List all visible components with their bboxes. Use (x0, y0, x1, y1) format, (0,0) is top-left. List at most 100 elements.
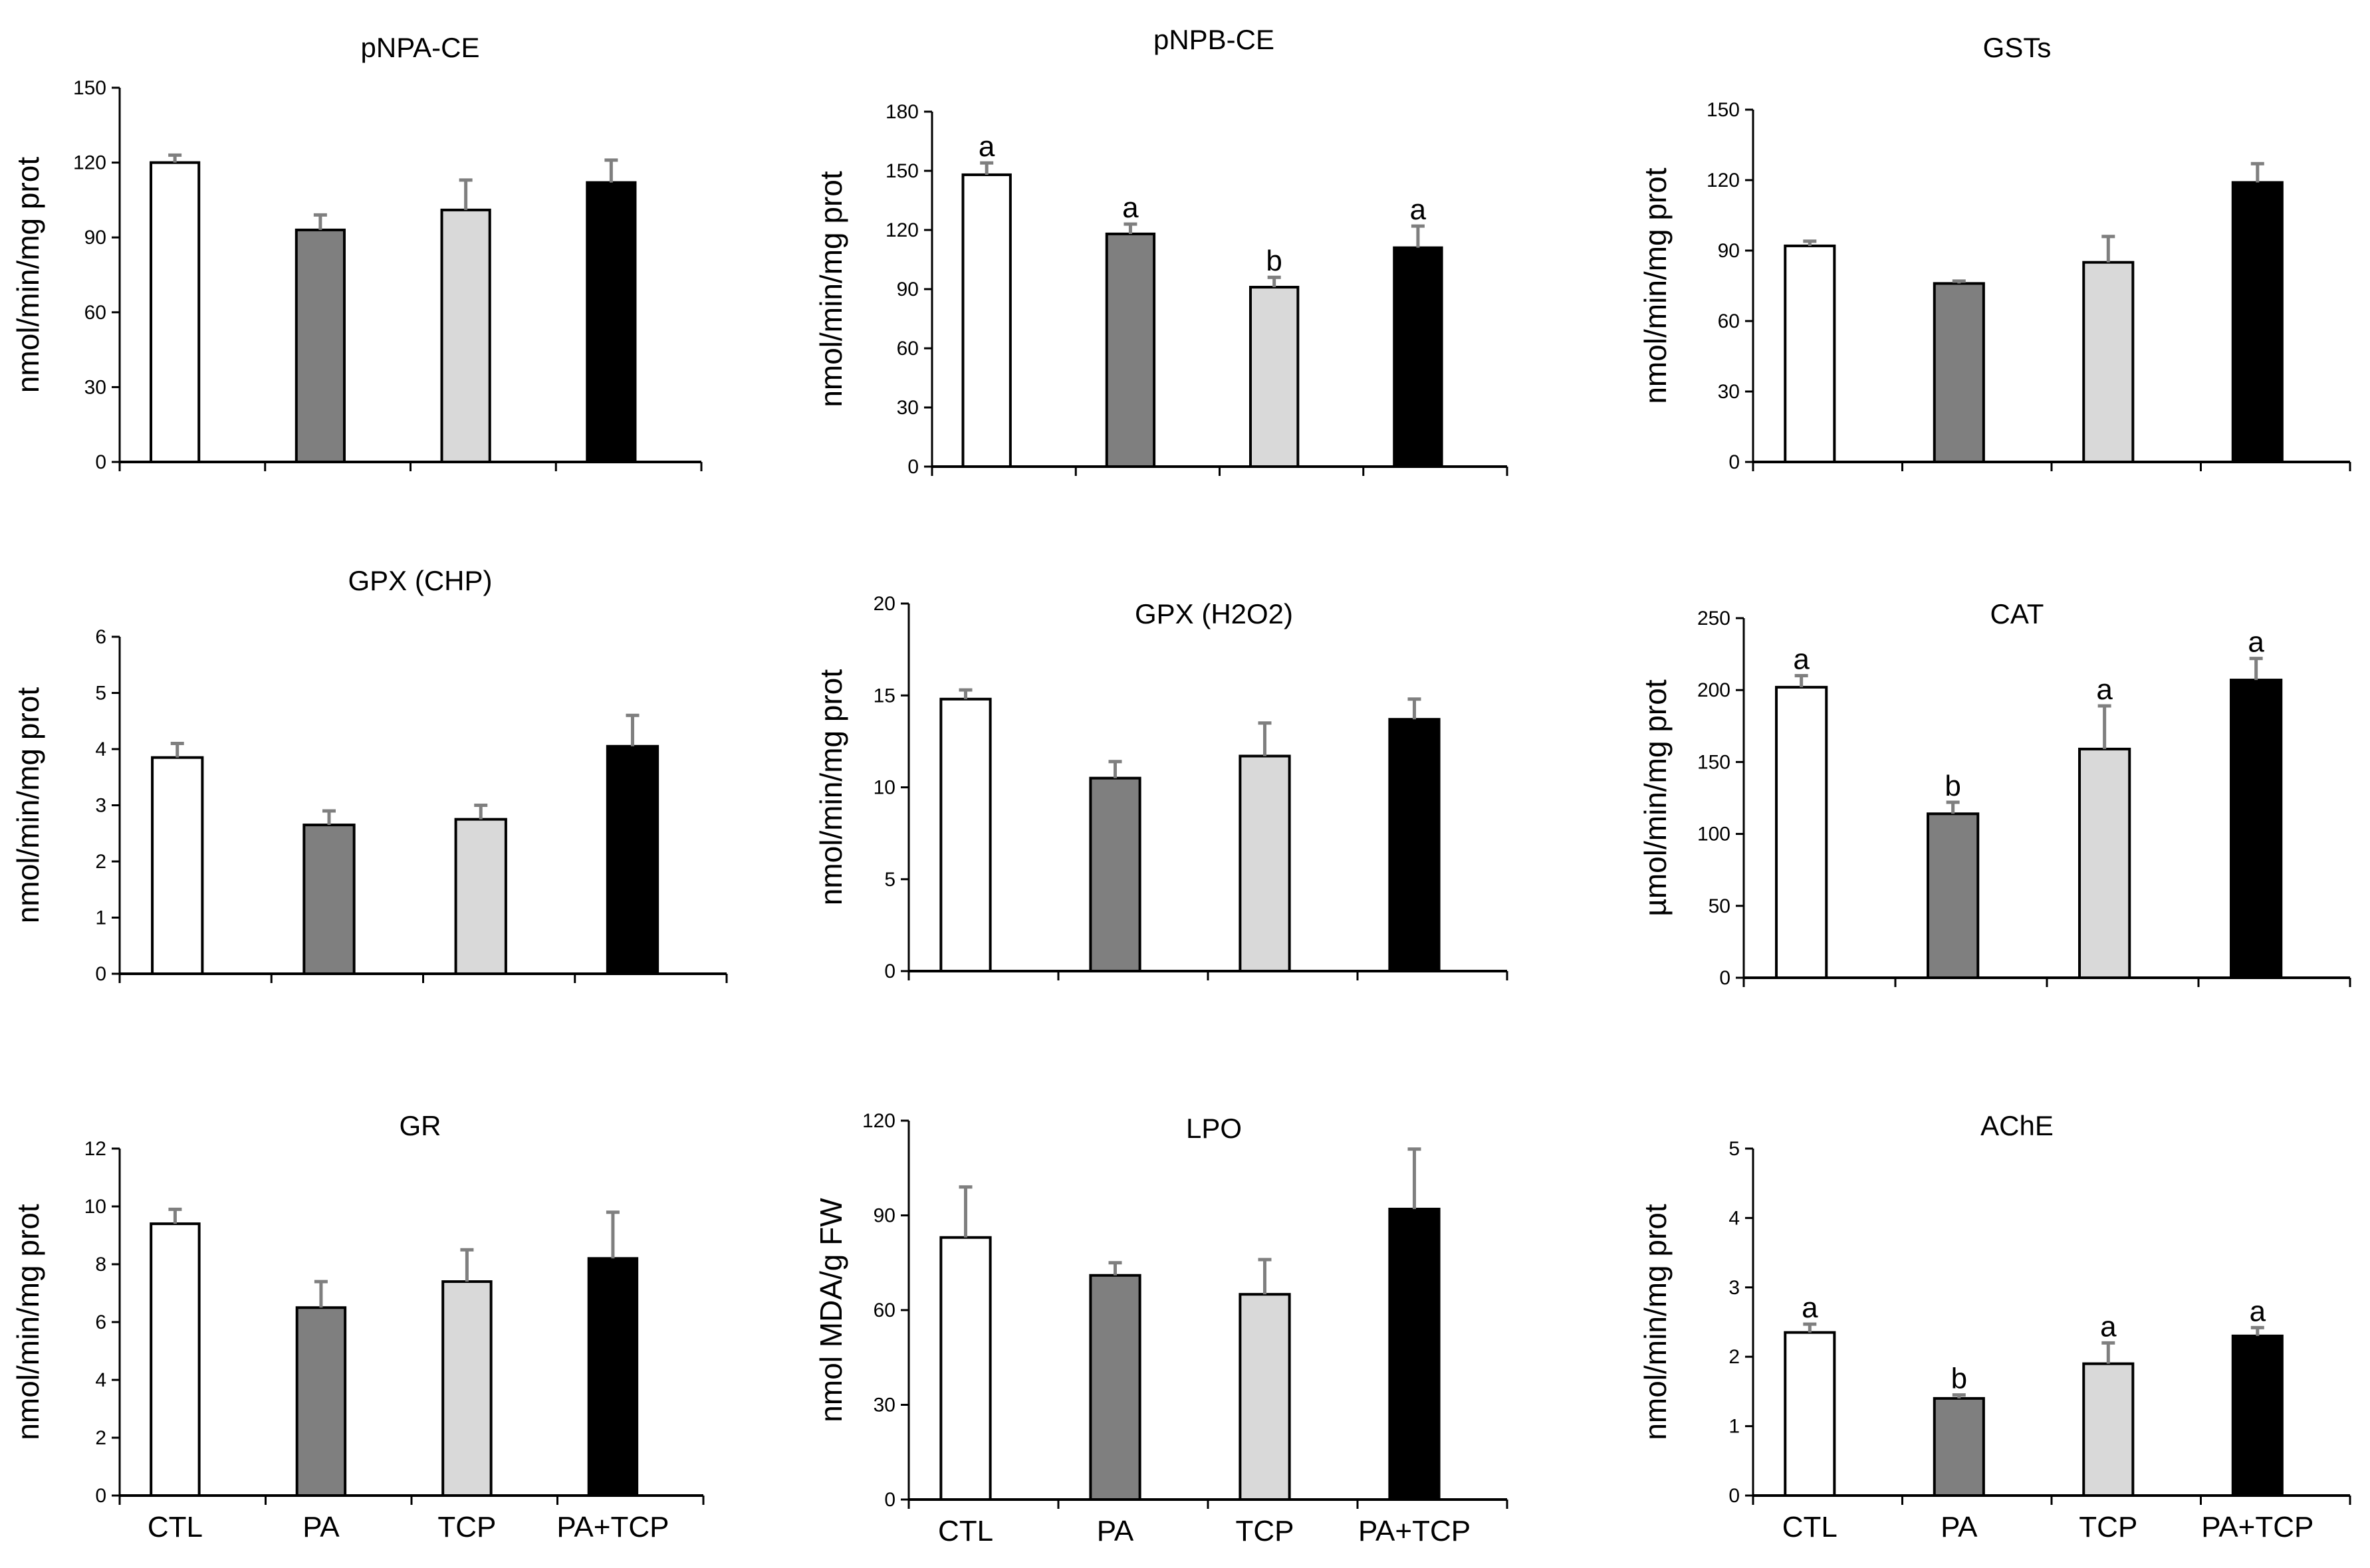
y-tick-label: 90 (1718, 240, 1740, 262)
x-category-label: PA (302, 1511, 340, 1543)
bar-tcp (2082, 1362, 2135, 1497)
bar-tcp (1239, 754, 1291, 972)
y-tick-label: 60 (1718, 310, 1740, 332)
y-axis-label: nmol/min/mg prot (1638, 168, 1673, 404)
chart-panel-pnpa-ce: pNPA-CE nmol/min/mg prot 0 30 60 90 120 150 (11, 32, 703, 473)
x-category-label: PA+TCP (556, 1511, 669, 1543)
significance-letter: a (1122, 191, 1139, 224)
y-tick-label: 30 (897, 397, 919, 419)
bar-tcp (454, 818, 507, 975)
chart-panel-gr: GR nmol/min/mg prot 0 2 4 6 8 10 12 CTL PA TCP PA+TC… (11, 1110, 705, 1543)
y-tick-label: 150 (1707, 99, 1740, 121)
bar-pa-tcp (1388, 1208, 1441, 1501)
bar-pa (1089, 776, 1141, 973)
y-tick-label: 6 (95, 626, 106, 648)
x-category-label: PA+TCP (2201, 1511, 2313, 1543)
y-tick-label: 120 (862, 1110, 895, 1132)
y-axis-label: nmol/min/mg prot (11, 157, 45, 393)
bar-tcp (2078, 747, 2131, 979)
significance-letter: a (979, 130, 995, 163)
significance-letter: a (2100, 1310, 2117, 1343)
y-tick-label: 2 (1728, 1346, 1740, 1368)
bar-pa (1089, 1274, 1141, 1501)
y-tick-label: 4 (95, 738, 106, 760)
y-tick-label: 3 (1728, 1277, 1740, 1299)
y-tick-label: 2 (95, 851, 106, 873)
y-tick-label: 4 (1728, 1207, 1740, 1229)
chart-panel-pnpb-ce: pNPB-CE nmol/min/mg prot 0 30 60 90 120 150 180 a… (814, 24, 1508, 478)
y-tick-label: 120 (1707, 169, 1740, 191)
bar-pa-tcp (586, 181, 637, 463)
y-tick-label: 3 (95, 795, 106, 817)
bar-pa-tcp (1388, 718, 1441, 972)
bar-ctl (150, 1222, 201, 1497)
y-tick-label: 90 (84, 227, 106, 249)
y-axis-label: nmol/min/mg prot (11, 1204, 45, 1440)
y-axis-label: nmol/min/mg prot (1638, 1204, 1673, 1440)
y-tick-label: 0 (1728, 1485, 1740, 1507)
x-category-label: PA (1941, 1511, 1978, 1543)
bar-tcp (441, 1280, 493, 1497)
y-tick-label: 120 (73, 152, 106, 174)
x-category-label: TCP (1236, 1515, 1294, 1547)
bar-pa (302, 824, 356, 975)
x-category-label: PA+TCP (1358, 1515, 1471, 1547)
bar-ctl (939, 1236, 992, 1501)
chart-panel-gpx-chp-: GPX (CHP) nmol/min/mg prot 0 1 2 3 4 5 6 (11, 565, 728, 985)
y-tick-label: 12 (84, 1138, 106, 1160)
bar-tcp (1239, 1293, 1291, 1501)
bar-tcp (2082, 261, 2135, 463)
y-tick-label: 5 (95, 683, 106, 705)
significance-letter: b (1945, 770, 1960, 802)
y-tick-label: 1 (95, 907, 106, 929)
significance-letter: b (1951, 1363, 1967, 1395)
chart-title: GPX (H2O2) (1135, 598, 1293, 629)
y-tick-label: 180 (886, 101, 919, 123)
significance-letter: a (1793, 643, 1810, 676)
bar-ctl (1775, 685, 1828, 979)
y-axis-label: nmol MDA/g FW (814, 1198, 848, 1422)
y-tick-label: 30 (1718, 381, 1740, 403)
significance-letter: b (1266, 245, 1282, 277)
y-tick-label: 50 (1709, 895, 1730, 917)
y-tick-label: 15 (874, 685, 895, 707)
bar-ctl (1784, 1331, 1836, 1498)
bar-pa-tcp (587, 1257, 639, 1498)
bar-ctl (961, 173, 1012, 468)
chart-panel-lpo: LPO nmol MDA/g FW 0 30 60 90 120 CTL PA TCP PA+TCP (814, 1110, 1508, 1547)
bar-tcp (1248, 286, 1300, 468)
bar-pa-tcp (1393, 246, 1443, 468)
x-category-label: CTL (148, 1511, 203, 1543)
bar-tcp (440, 208, 491, 463)
x-category-label: PA (1097, 1515, 1134, 1547)
chart-title: AChE (1980, 1110, 2054, 1141)
chart-title: GPX (CHP) (348, 565, 492, 596)
y-axis-label: nmol/min/mg prot (11, 687, 45, 924)
y-tick-label: 200 (1697, 679, 1730, 701)
y-tick-label: 20 (874, 593, 895, 615)
chart-panel-gsts: GSTs nmol/min/mg prot 0 30 60 90 120 150 (1638, 32, 2351, 473)
y-tick-label: 0 (1719, 967, 1730, 989)
bar-pa-tcp (2231, 181, 2284, 463)
significance-letter: a (1410, 193, 1427, 226)
significance-letter: a (2096, 673, 2113, 706)
bar-pa-tcp (2230, 679, 2283, 979)
y-tick-label: 0 (95, 451, 106, 473)
y-tick-label: 5 (1728, 1138, 1740, 1160)
y-tick-label: 10 (84, 1196, 106, 1218)
x-category-label: CTL (1782, 1511, 1837, 1543)
y-tick-label: 30 (874, 1395, 895, 1416)
y-tick-label: 10 (874, 777, 895, 799)
bar-pa (1927, 812, 1980, 979)
y-tick-label: 0 (907, 456, 919, 478)
y-tick-label: 0 (884, 960, 895, 982)
y-tick-label: 60 (84, 302, 106, 324)
chart-title: pNPA-CE (361, 32, 480, 63)
bar-ctl (939, 697, 992, 973)
bar-ctl (1784, 244, 1836, 463)
y-tick-label: 30 (84, 376, 106, 398)
significance-letter: a (2248, 626, 2264, 659)
y-axis-label: µmol/min/mg prot (1638, 679, 1673, 916)
chart-title: LPO (1186, 1113, 1242, 1144)
